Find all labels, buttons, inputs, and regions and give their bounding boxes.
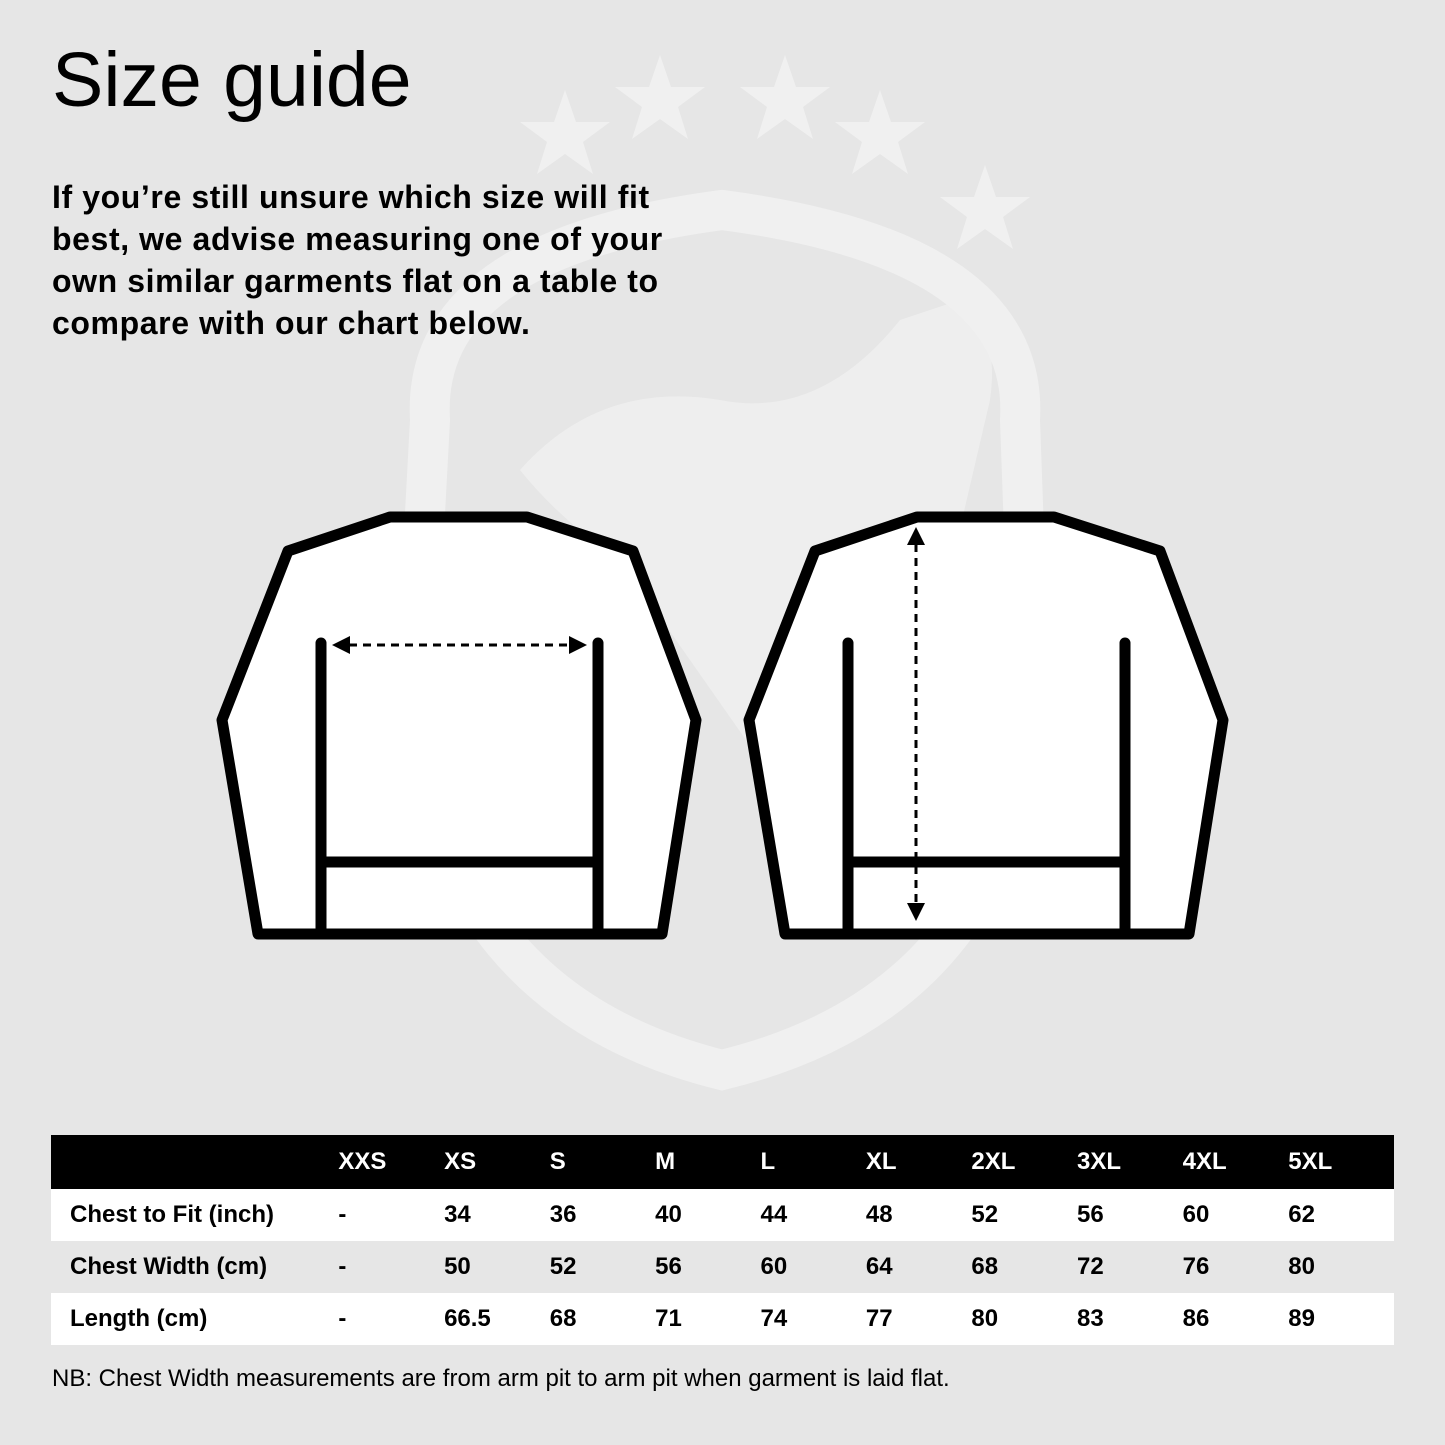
table-cell: 56 [655, 1253, 682, 1280]
table-cell: 52 [549, 1253, 577, 1280]
table-cell: 66.5 [444, 1305, 491, 1332]
row-label: Chest to Fit (inch) [70, 1201, 274, 1228]
table-cell: 71 [655, 1305, 682, 1332]
star-icon [940, 165, 1030, 249]
table-cell: 83 [1077, 1305, 1104, 1332]
table-cell: 72 [1077, 1253, 1104, 1280]
star-icon [615, 55, 705, 139]
table-cell: 64 [865, 1253, 893, 1280]
table-cell: 89 [1288, 1305, 1315, 1332]
table-cell: 60 [760, 1253, 788, 1280]
table-cell: 74 [760, 1305, 788, 1332]
size-header: XS [444, 1148, 477, 1175]
intro-text: If you’re still unsure which size will f… [52, 179, 663, 341]
table-cell: 34 [444, 1201, 471, 1228]
chest-width-diagram [216, 511, 702, 940]
size-header: 4XL [1182, 1148, 1227, 1175]
star-icon [520, 90, 610, 174]
table-cell: - [338, 1201, 347, 1228]
size-header: L [760, 1148, 776, 1175]
size-header: XL [865, 1148, 897, 1175]
table-cell: - [338, 1253, 347, 1280]
table-cell: 52 [971, 1201, 999, 1228]
table-cell: 40 [655, 1201, 682, 1228]
star-icon [740, 55, 830, 139]
size-header: 2XL [971, 1148, 1016, 1175]
table-cell: 80 [971, 1305, 999, 1332]
table-cell: 56 [1077, 1201, 1104, 1228]
table-cell: 68 [549, 1305, 577, 1332]
table-cell: 68 [971, 1253, 999, 1280]
page-title: Size guide [52, 37, 412, 123]
sweatshirt-outline [216, 511, 702, 940]
table-cell: 60 [1182, 1201, 1210, 1228]
size-header: S [549, 1148, 566, 1175]
size-table: XXS XS S M L XL 2XL 3XL 4XL 5XL Chest to… [51, 1135, 1394, 1345]
length-diagram [743, 511, 1229, 940]
table-cell: 50 [444, 1253, 471, 1280]
size-header: XXS [338, 1148, 387, 1175]
table-cell: 48 [865, 1201, 893, 1228]
row-label: Length (cm) [70, 1305, 208, 1332]
table-cell: 36 [549, 1201, 577, 1228]
size-header: 3XL [1077, 1148, 1122, 1175]
table-cell: - [338, 1305, 347, 1332]
footnote: NB: Chest Width measurements are from ar… [52, 1365, 950, 1392]
table-row: Chest to Fit (inch) - 34 36 40 44 48 52 56 60 62 [51, 1189, 1394, 1241]
table-cell: 62 [1288, 1201, 1315, 1228]
sweatshirt-outline [743, 511, 1229, 940]
size-header: 5XL [1288, 1148, 1333, 1175]
table-row: Length (cm) - 66.5 68 71 74 77 80 83 86 89 [51, 1293, 1394, 1345]
table-cell: 80 [1288, 1253, 1315, 1280]
size-header: M [655, 1148, 676, 1175]
star-icon [835, 90, 925, 174]
header-empty [51, 1135, 338, 1189]
table-row: Chest Width (cm) - 50 52 56 60 64 68 72 76 80 [51, 1241, 1394, 1293]
table-cell: 86 [1182, 1305, 1210, 1332]
table-cell: 76 [1182, 1253, 1210, 1280]
row-label: Chest Width (cm) [70, 1253, 268, 1280]
table-cell: 77 [865, 1305, 893, 1332]
size-header-row: XXS XS S M L XL 2XL 3XL 4XL 5XL [51, 1135, 1394, 1189]
table-cell: 44 [760, 1201, 788, 1228]
